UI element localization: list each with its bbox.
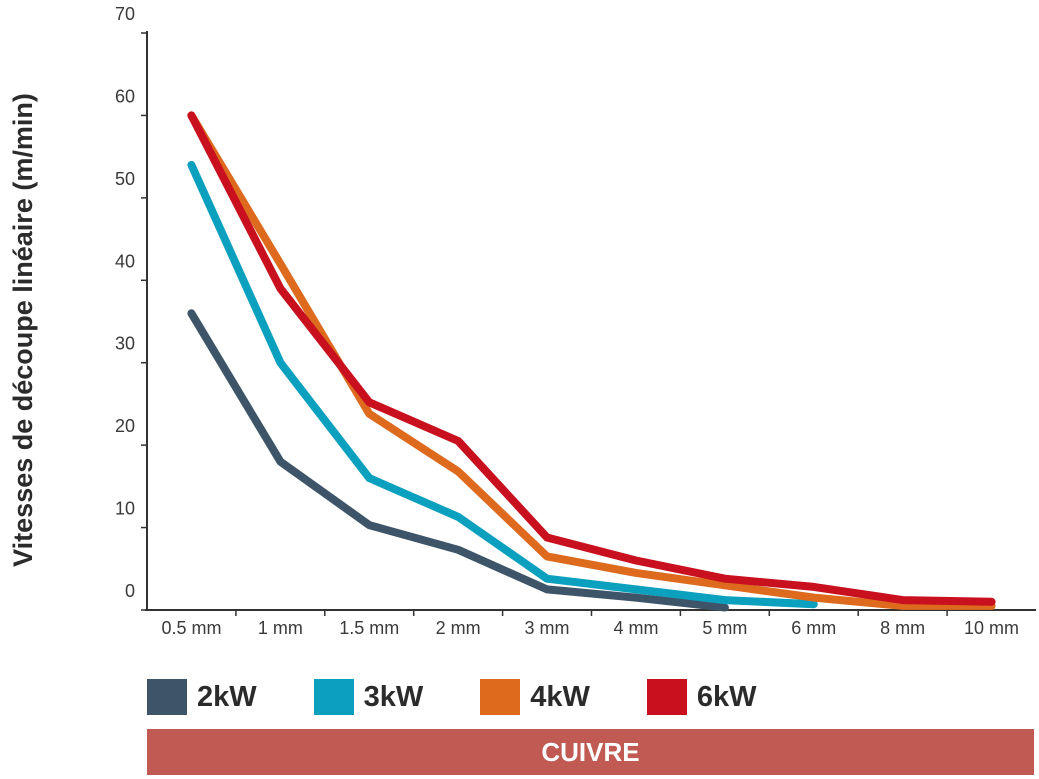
x-tick-label: 3 mm xyxy=(525,618,570,638)
legend: 2kW 3kW 4kW 6kW xyxy=(147,679,814,715)
series-line-2kw xyxy=(187,309,729,612)
chart-series xyxy=(187,111,996,612)
line-chart: 70 60 50 40 30 20 10 0 0.5 mm 1 mm 1.5 mm 2 mm 3 mm 4… xyxy=(8,4,1036,638)
x-tick-label: 8 mm xyxy=(880,618,925,638)
x-tick-label: 6 mm xyxy=(791,618,836,638)
x-tick-label: 1 mm xyxy=(258,618,303,638)
legend-item-6kw: 6kW xyxy=(646,679,757,715)
series-line-3kw xyxy=(187,160,818,609)
legend-item-3kw: 3kW xyxy=(313,679,424,715)
y-tick-label: 0 xyxy=(125,581,135,601)
x-tick-label: 2 mm xyxy=(436,618,481,638)
y-axis-label: Vitesses de découpe linéaire (m/min) xyxy=(8,93,38,567)
legend-label-4kw: 4kW xyxy=(530,680,590,713)
y-tick-label: 70 xyxy=(115,4,135,24)
material-banner: CUIVRE xyxy=(147,729,1034,775)
y-tick-label: 40 xyxy=(115,251,135,271)
y-tick-label: 50 xyxy=(115,169,135,189)
y-tick-label: 60 xyxy=(115,86,135,106)
legend-swatch-3kw xyxy=(313,679,354,715)
legend-swatch-4kw xyxy=(480,679,521,715)
x-tick-label: 4 mm xyxy=(613,618,658,638)
x-tick-label: 5 mm xyxy=(702,618,747,638)
legend-label-6kw: 6kW xyxy=(696,680,757,713)
series-line-6kw xyxy=(187,111,996,606)
legend-item-2kw: 2kW xyxy=(147,679,257,715)
material-banner-label: CUIVRE xyxy=(541,736,640,767)
y-tick-label: 10 xyxy=(115,499,135,519)
legend-item-4kw: 4kW xyxy=(480,679,590,715)
y-tick-label: 30 xyxy=(115,334,135,354)
y-tick-label: 20 xyxy=(115,416,135,436)
legend-label-3kw: 3kW xyxy=(363,680,424,713)
x-tick-label: 10 mm xyxy=(964,618,1019,638)
legend-swatch-6kw xyxy=(646,679,687,715)
chart-axes: 70 60 50 40 30 20 10 0 0.5 mm 1 mm 1.5 mm 2 mm 3 mm 4… xyxy=(115,4,1036,638)
legend-label-2kw: 2kW xyxy=(197,680,257,713)
x-tick-label: 1.5 mm xyxy=(339,618,399,638)
series-line-4kw xyxy=(187,111,996,610)
legend-swatch-2kw xyxy=(147,679,187,715)
x-tick-label: 0.5 mm xyxy=(161,618,221,638)
